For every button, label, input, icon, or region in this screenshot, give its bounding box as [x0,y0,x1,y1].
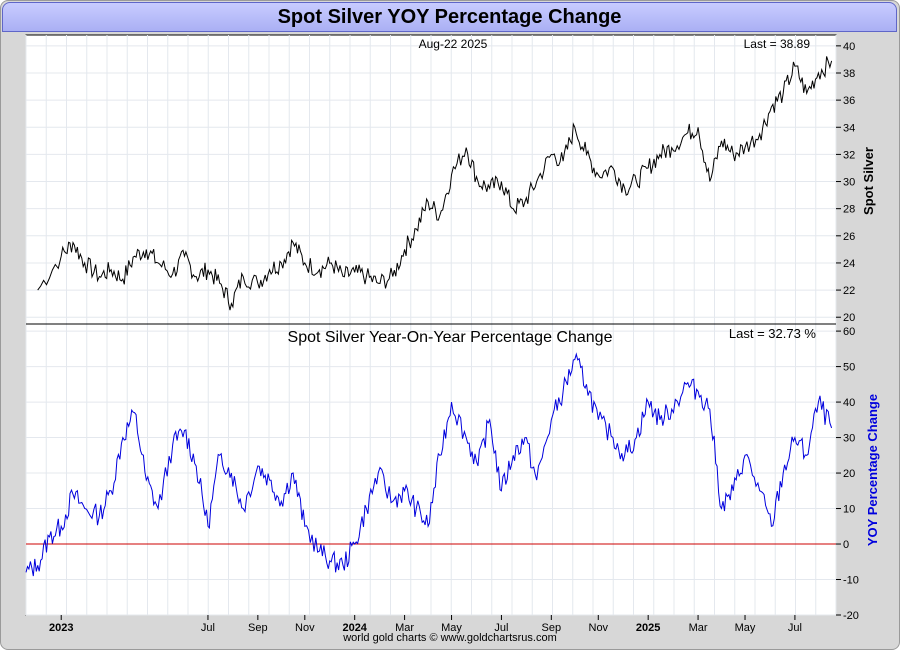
top-y-axis: 20 22 24 26 28 30 32 34 36 38 40 [836,41,855,324]
y-tick-label: 10 [843,504,855,516]
bottom-y-axis: -20 -10 0 10 20 30 40 50 60 [836,326,859,622]
y-tick-label: -20 [843,610,859,622]
y-tick-label: 40 [843,41,855,53]
x-tick-label: Sep [248,622,268,634]
y-tick-label: 32 [843,149,855,161]
y-tick-label: 34 [843,122,855,134]
y-tick-label: 22 [843,285,855,297]
x-tick-label: Nov [589,622,609,634]
y-tick-label: 0 [843,539,849,551]
x-axis: 2023 Jul Sep Nov 2024 Mar May Jul Sep Nov 2025 Mar M… [49,615,802,634]
x-tick-label: Jul [494,622,508,634]
x-tick-label: May [735,622,756,634]
x-tick-label: Sep [542,622,562,634]
y-tick-label: 30 [843,177,855,189]
y-tick-label: 50 [843,362,855,374]
x-tick-label: Jul [201,622,215,634]
yoy-percentage-line [25,352,833,577]
y-tick-label: 20 [843,468,855,480]
y-tick-label: -10 [843,575,859,587]
top-ylabel: Spot Silver [861,147,876,215]
silver-price-line [37,56,833,311]
y-tick-label: 20 [843,312,855,324]
x-tick-label: Jul [788,622,802,634]
x-tick-label: Mar [395,622,414,634]
grid-lines [25,35,837,616]
y-tick-label: 36 [843,95,855,107]
chart-title: Spot Silver YOY Percentage Change [277,6,622,28]
top-date-label: Aug-22 2025 [419,37,488,51]
x-tick-label: 2024 [342,622,367,634]
x-tick-label: 2025 [636,622,660,634]
x-tick-label: 2023 [49,622,73,634]
y-tick-label: 24 [843,258,855,270]
bottom-panel-title: Spot Silver Year-On-Year Percentage Chan… [288,329,613,346]
footer-credit: world gold charts © www.goldchartsrus.co… [343,632,557,644]
chart-title-bar: Spot Silver YOY Percentage Change [2,2,897,32]
y-tick-label: 26 [843,231,855,243]
y-tick-label: 28 [843,204,855,216]
y-tick-label: 30 [843,433,855,445]
y-tick-label: 40 [843,397,855,409]
bottom-last-label: Last = 32.73 % [729,326,817,341]
x-tick-label: May [441,622,462,634]
y-tick-label: 60 [843,326,855,338]
x-tick-label: Mar [689,622,708,634]
bottom-ylabel: YOY Percentage Change [865,394,880,546]
x-tick-label: Nov [295,622,315,634]
y-tick-label: 38 [843,68,855,80]
top-last-label: Last = 38.89 [744,37,811,51]
